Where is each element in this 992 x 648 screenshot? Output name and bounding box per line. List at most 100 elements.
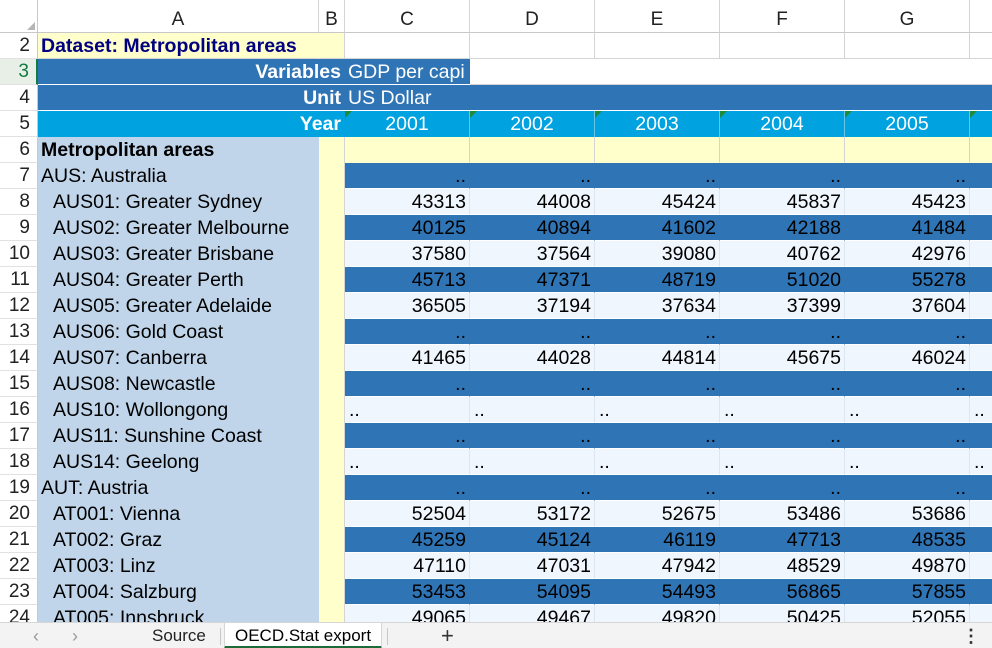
value-cell[interactable]: 47031 bbox=[470, 553, 595, 579]
row-header[interactable]: 14 bbox=[0, 345, 38, 371]
grid-cell[interactable] bbox=[470, 33, 595, 59]
value-cell[interactable]: .. bbox=[720, 163, 845, 189]
value-cell[interactable]: .. bbox=[470, 475, 595, 501]
grid-cell[interactable] bbox=[319, 371, 345, 397]
value-cell[interactable]: 47371 bbox=[470, 267, 595, 293]
variables-value-cell[interactable]: GDP per capi bbox=[345, 59, 470, 85]
value-cell[interactable]: .. bbox=[970, 397, 992, 423]
value-cell[interactable]: 46024 bbox=[970, 345, 992, 371]
row-header[interactable]: 13 bbox=[0, 319, 38, 345]
area-label-cell[interactable]: AUT: Austria bbox=[38, 475, 319, 501]
grid-cell[interactable] bbox=[319, 345, 345, 371]
value-cell[interactable]: 40762 bbox=[720, 241, 845, 267]
value-cell[interactable]: .. bbox=[595, 475, 720, 501]
area-label-cell[interactable]: AUS03: Greater Brisbane bbox=[38, 241, 319, 267]
value-cell[interactable]: .. bbox=[845, 423, 970, 449]
value-cell[interactable]: .. bbox=[345, 449, 470, 475]
grid-cell[interactable] bbox=[595, 33, 720, 59]
grid-cell[interactable] bbox=[319, 501, 345, 527]
value-cell[interactable]: 37604 bbox=[970, 293, 992, 319]
value-cell[interactable]: 47942 bbox=[595, 553, 720, 579]
column-header-e[interactable]: E bbox=[595, 0, 720, 33]
grid-cell[interactable] bbox=[319, 33, 345, 59]
value-cell[interactable]: .. bbox=[970, 319, 992, 345]
row-header[interactable]: 2 bbox=[0, 33, 38, 59]
value-cell[interactable]: 48535 bbox=[970, 527, 992, 553]
grid-cell[interactable] bbox=[845, 59, 970, 85]
grid-cell[interactable] bbox=[595, 59, 720, 85]
column-header-d[interactable]: D bbox=[470, 0, 595, 33]
value-cell[interactable]: 46024 bbox=[845, 345, 970, 371]
value-cell[interactable]: 45423 bbox=[845, 189, 970, 215]
prev-sheet-icon[interactable]: ‹ bbox=[33, 626, 39, 646]
area-label-cell[interactable]: AUS06: Gold Coast bbox=[38, 319, 319, 345]
area-label-cell[interactable]: AUS01: Greater Sydney bbox=[38, 189, 319, 215]
value-cell[interactable]: 53486 bbox=[720, 501, 845, 527]
value-cell[interactable]: 52055 bbox=[845, 605, 970, 622]
value-cell[interactable]: .. bbox=[970, 449, 992, 475]
value-cell[interactable]: .. bbox=[970, 475, 992, 501]
value-cell[interactable]: 45675 bbox=[720, 345, 845, 371]
value-cell[interactable]: .. bbox=[845, 319, 970, 345]
area-label-cell[interactable]: AUS07: Canberra bbox=[38, 345, 319, 371]
value-cell[interactable]: 53453 bbox=[345, 579, 470, 605]
grid-cell[interactable] bbox=[319, 423, 345, 449]
value-cell[interactable]: 42976 bbox=[845, 241, 970, 267]
row-header[interactable]: 19 bbox=[0, 475, 38, 501]
grid-cell[interactable] bbox=[970, 59, 992, 85]
value-cell[interactable]: 36505 bbox=[345, 293, 470, 319]
row-header[interactable]: 3 bbox=[0, 59, 38, 85]
select-all-corner[interactable] bbox=[0, 0, 38, 33]
row-header[interactable]: 16 bbox=[0, 397, 38, 423]
area-label-cell[interactable]: AUS10: Wollongong bbox=[38, 397, 319, 423]
area-label-cell[interactable]: AUS11: Sunshine Coast bbox=[38, 423, 319, 449]
value-cell[interactable]: .. bbox=[845, 449, 970, 475]
grid-cell[interactable] bbox=[470, 59, 595, 85]
value-cell[interactable]: .. bbox=[845, 371, 970, 397]
value-cell[interactable]: 44028 bbox=[470, 345, 595, 371]
row-header[interactable]: 21 bbox=[0, 527, 38, 553]
value-cell[interactable]: 37194 bbox=[470, 293, 595, 319]
value-cell[interactable]: .. bbox=[595, 319, 720, 345]
value-cell[interactable]: 49467 bbox=[470, 605, 595, 622]
value-cell[interactable]: .. bbox=[470, 449, 595, 475]
grid-cell[interactable] bbox=[319, 189, 345, 215]
column-header-g[interactable]: G bbox=[845, 0, 970, 33]
area-label-cell[interactable]: AT003: Linz bbox=[38, 553, 319, 579]
value-cell[interactable]: 55278 bbox=[970, 267, 992, 293]
value-cell[interactable]: .. bbox=[345, 371, 470, 397]
area-label-cell[interactable]: AT002: Graz bbox=[38, 527, 319, 553]
value-cell[interactable]: 44008 bbox=[470, 189, 595, 215]
value-cell[interactable]: .. bbox=[720, 319, 845, 345]
tab-source[interactable]: Source bbox=[152, 626, 206, 645]
row-header[interactable]: 5 bbox=[0, 111, 38, 137]
value-cell[interactable]: .. bbox=[595, 371, 720, 397]
grid-cell[interactable] bbox=[970, 137, 992, 163]
row-header[interactable]: 6 bbox=[0, 137, 38, 163]
row-header[interactable]: 11 bbox=[0, 267, 38, 293]
value-cell[interactable]: .. bbox=[470, 423, 595, 449]
grid-cell[interactable] bbox=[319, 605, 345, 622]
tab-oecd-stat-export[interactable]: OECD.Stat export bbox=[224, 623, 383, 648]
grid-cell[interactable] bbox=[319, 449, 345, 475]
value-cell[interactable]: 44814 bbox=[595, 345, 720, 371]
grid-cell[interactable] bbox=[470, 137, 595, 163]
area-label-cell[interactable]: AUS14: Geelong bbox=[38, 449, 319, 475]
grid-cell[interactable] bbox=[345, 33, 470, 59]
value-cell[interactable]: .. bbox=[345, 163, 470, 189]
value-cell[interactable]: .. bbox=[970, 371, 992, 397]
value-cell[interactable]: .. bbox=[595, 397, 720, 423]
value-cell[interactable]: 51020 bbox=[720, 267, 845, 293]
grid-cell[interactable] bbox=[319, 527, 345, 553]
column-header-f[interactable]: F bbox=[720, 0, 845, 33]
value-cell[interactable]: 42188 bbox=[720, 215, 845, 241]
value-cell[interactable]: 54095 bbox=[470, 579, 595, 605]
value-cell[interactable]: 41484 bbox=[970, 215, 992, 241]
value-cell[interactable]: .. bbox=[595, 163, 720, 189]
grid-cell[interactable] bbox=[319, 553, 345, 579]
value-cell[interactable]: .. bbox=[720, 475, 845, 501]
area-label-cell[interactable]: AUS: Australia bbox=[38, 163, 319, 189]
value-cell[interactable]: 37604 bbox=[845, 293, 970, 319]
value-cell[interactable]: 45259 bbox=[345, 527, 470, 553]
value-cell[interactable]: 57855 bbox=[970, 579, 992, 605]
